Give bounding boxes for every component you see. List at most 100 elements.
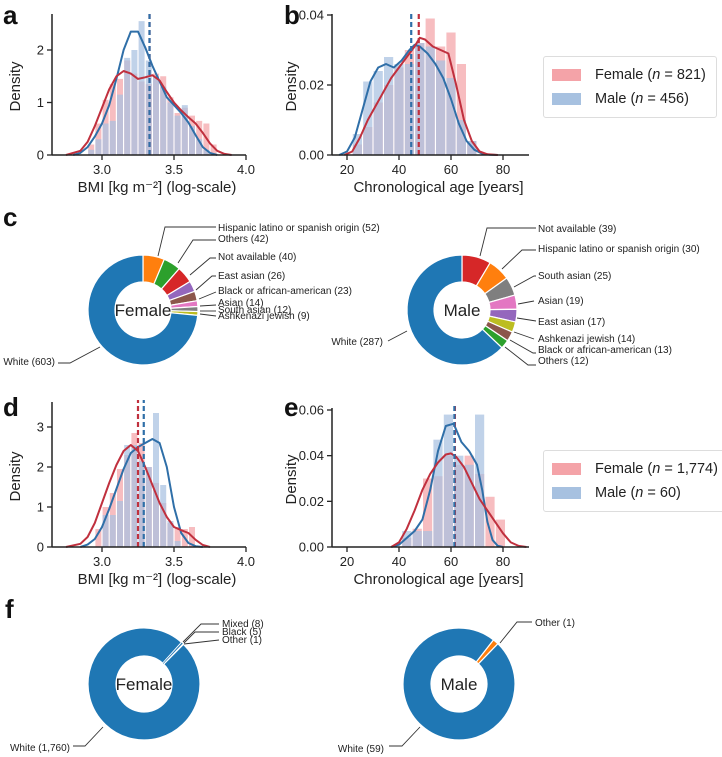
x-tick-label: 40 [392,162,406,177]
bar-male [436,60,446,155]
bar-male [443,414,453,547]
x-tick-label: 80 [496,554,510,569]
x-axis-label: Chronological age [years] [353,179,523,196]
pie-label: Asian (19) [538,296,584,307]
x-tick-label: 4.0 [237,162,255,177]
bar-male [160,86,167,155]
legend-label-male: Male (n = 456) [595,91,689,107]
kde-line-male [72,30,218,156]
pie-slice-white [87,254,199,366]
bar-male [373,71,383,155]
y-axis-label: Density [283,454,300,505]
bars-male [102,413,181,547]
bar-male [124,57,131,155]
x-tick-label: 80 [496,162,510,177]
pie-center-label: Male [444,301,481,320]
pie-leader-line [479,227,536,257]
bar-male [189,126,195,155]
bar-male [174,115,181,155]
pie-slice [483,277,516,304]
bar-male [88,149,95,155]
bar-male [464,464,474,547]
pie-slice-white [87,627,201,741]
chart-a: 3.0 3.5 4.0 0 1 2 BMI [kg m⁻²] (log-scale) Dens… [7,12,255,196]
chart-d: 3.0 3.5 4.0 0 1 2 3 BMI [kg m⁻²] (log-scale) Den… [7,400,255,588]
pie-leader-line [513,331,535,340]
y-tick-label: 0.04 [299,8,324,23]
x-tick-label: 3.5 [165,162,183,177]
bar-male [404,64,414,155]
pie-leader-line [157,226,216,257]
x-tick-label: 40 [392,554,406,569]
pie-label: East asian (17) [538,317,605,328]
pie-leader-line [517,300,535,305]
pie-leader-line [499,621,532,644]
y-tick-label: 0.04 [299,448,324,463]
pie-leader-line [199,304,217,307]
y-tick-label: 0 [37,148,44,163]
y-tick-label: 2 [37,43,44,58]
pie-leader-line [183,639,220,645]
bar-male [131,50,138,155]
bar-female [95,529,102,547]
bar-female [109,84,116,155]
bar-male [117,501,123,547]
x-axis-label: BMI [kg m⁻²] (log-scale) [78,571,237,588]
bar-male [384,57,394,155]
pie-label: East asian (26) [218,271,285,282]
chart-b: 20 40 60 80 0.00 0.02 0.04 Chronological age [y… [283,8,529,196]
pie-leader-line [513,275,536,288]
bar-male [109,515,116,547]
bar-male [423,531,433,547]
pie-label: Ashkenazi jewish (9) [218,311,310,322]
x-tick-label: 3.0 [93,554,111,569]
bar-male [138,21,145,155]
pie-label: South asian (12) [218,305,291,316]
x-axis-label: Chronological age [years] [353,571,523,588]
bar-male [124,445,131,547]
pie-leader-line [504,346,536,366]
pie-label: Mixed (8) [222,619,264,630]
kde-line-female [343,36,498,156]
bar-male [456,120,466,155]
pie-label: White (1,760) [10,743,70,754]
pie-label: Hispanic latino or spanish origin (30) [538,244,700,255]
y-tick-label: 3 [37,420,44,435]
bar-male [153,76,159,155]
bar-male [412,531,422,547]
legend-label-female: Female (n = 1,774) [595,461,718,477]
x-tick-label: 4.0 [237,554,255,569]
bar-male [102,123,109,155]
x-tick-label: 20 [340,554,354,569]
bar-male [145,467,152,547]
pie-leader-line [389,726,421,747]
y-axis-label: Density [283,61,300,112]
x-tick-label: 20 [340,162,354,177]
bar-male [102,515,109,547]
bar-male [138,461,145,547]
panel-letter-f: f [5,594,14,624]
bar-male [352,134,362,155]
x-tick-label: 60 [444,162,458,177]
bar-male [433,439,443,547]
x-tick-label: 3.5 [165,554,183,569]
y-tick-label: 1 [37,95,44,110]
chart-f-female: Female White (1,760) Other (1)Black (5)Mix… [10,619,264,754]
panel-letter-d: d [3,392,19,422]
panel-letter-c: c [3,202,18,232]
y-tick-label: 0.02 [299,78,324,93]
bar-female [485,496,495,547]
pie-label: Hispanic latino or spanish origin (52) [218,223,380,234]
chart-c-male: Male White (287) Others (12)Black or afric… [331,224,699,367]
bar-male [174,541,181,547]
y-tick-label: 0 [37,540,44,555]
x-tick-label: 3.0 [93,162,111,177]
x-axis-label: BMI [kg m⁻²] (log-scale) [78,179,237,196]
pie-center-label: Female [116,675,173,694]
bar-male [446,78,456,155]
y-axis-label: Density [7,61,24,112]
pie-slice [162,642,183,664]
legend-swatch-female [552,69,581,81]
pie-leader-line [195,275,216,291]
